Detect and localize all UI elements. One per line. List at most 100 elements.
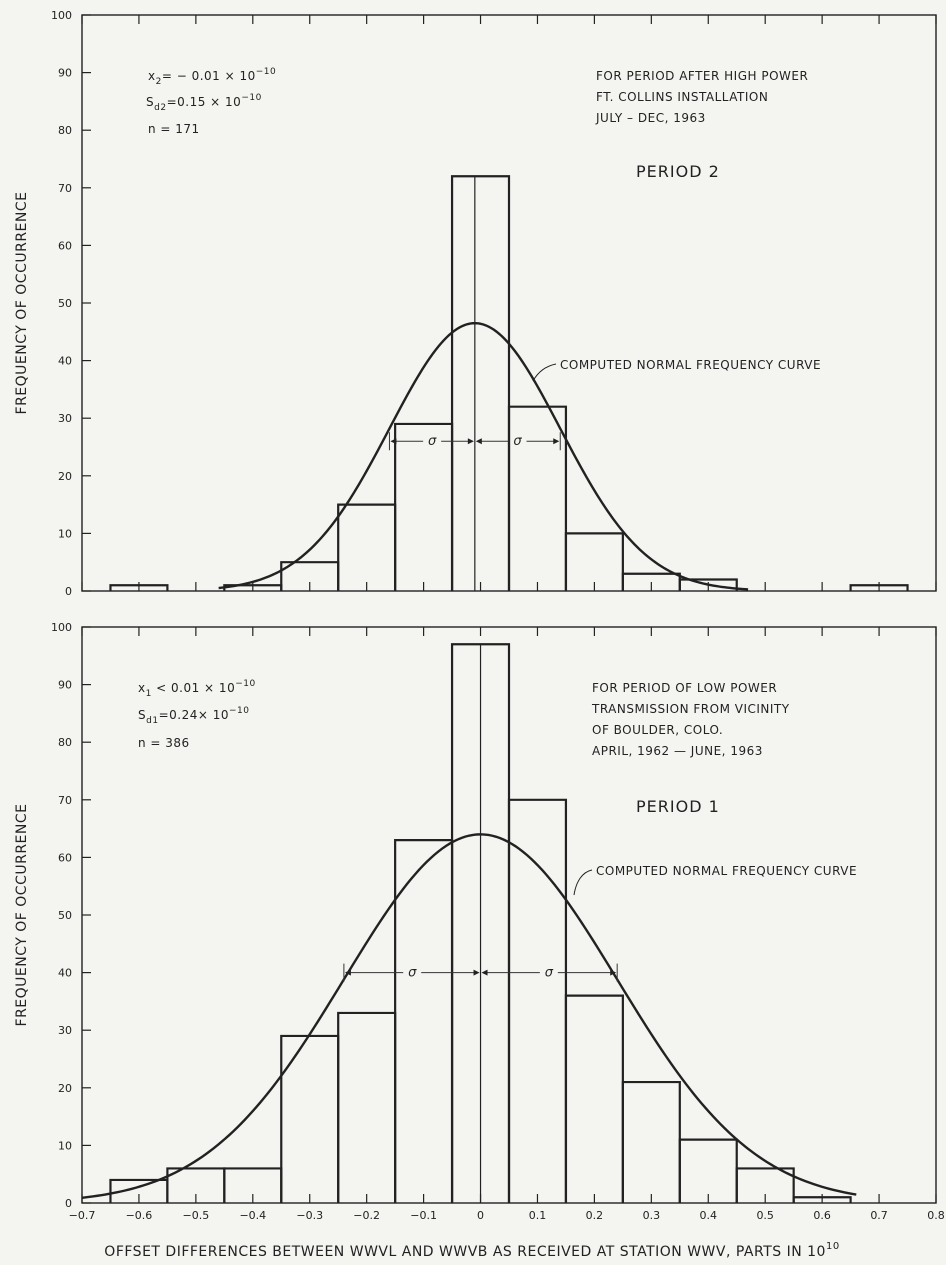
y-tick-label: 60 (58, 239, 72, 252)
sigma-arrowhead (610, 969, 617, 976)
y-tick-label: 0 (65, 585, 72, 598)
y-tick-label: 30 (58, 412, 72, 425)
histogram-bar (337, 503, 397, 591)
stat-sd-symbol: S (146, 95, 154, 109)
y-tick-label: 50 (58, 297, 72, 310)
note-line-1: FOR PERIOD OF LOW POWER (592, 681, 777, 695)
y-tick-label: 60 (58, 851, 72, 864)
x-axis-label: OFFSET DIFFERENCES BETWEEN WWVL AND WWVB… (104, 1241, 839, 1260)
histogram-bar (849, 584, 909, 591)
histogram-bar (678, 578, 738, 591)
histogram-bar (507, 798, 568, 1203)
x-tick-label: 0.5 (756, 1209, 774, 1222)
x-tick-label: 0.3 (643, 1209, 661, 1222)
x-tick-label: 0.4 (700, 1209, 718, 1222)
y-ticks: 0 10 20 30 40 50 60 70 80 90 100 (51, 9, 91, 598)
sigma-label: σ (428, 434, 437, 449)
curve-label: COMPUTED NORMAL FREQUENCY CURVE (560, 358, 821, 372)
stat-sd: Sd2=0.15 × 10−10 (146, 93, 262, 113)
sigma-label: σ (408, 966, 417, 981)
stat-mean-sub: 1 (146, 689, 152, 699)
y-tick-label: 50 (58, 909, 72, 922)
y-ticks: 0 10 20 30 40 50 60 70 80 90 100 (51, 621, 91, 1210)
histogram-bar (507, 405, 568, 591)
sigma-arrowhead (475, 438, 482, 445)
histogram-bar (394, 422, 454, 591)
x-tick-label: −0.2 (353, 1209, 380, 1222)
y-tick-label: 40 (58, 967, 72, 980)
y-tick-label: 10 (58, 527, 72, 540)
y-tick-label: 40 (58, 355, 72, 368)
y-tick-label: 20 (58, 1082, 72, 1095)
stat-mean-symbol: x (138, 681, 146, 695)
stat-sd-exp: −10 (229, 706, 250, 716)
note-line-3: OF BOULDER, COLO. (592, 723, 723, 737)
stat-sd-sub: d2 (154, 103, 166, 113)
normal-curve (81, 833, 857, 1199)
histogram-bar (564, 994, 624, 1203)
stat-sd-value: =0.24× 10 (159, 708, 229, 722)
curve-label: COMPUTED NORMAL FREQUENCY CURVE (596, 864, 857, 878)
note-line-1: FOR PERIOD AFTER HIGH POWER (596, 69, 808, 83)
stat-sd: Sd1=0.24× 10−10 (138, 706, 250, 726)
x-tick-label: −0.4 (239, 1209, 266, 1222)
y-tick-label: 20 (58, 470, 72, 483)
curve-label-leader (573, 869, 593, 896)
stat-n: n = 386 (138, 736, 190, 750)
stat-mean-value: < 0.01 × 10 (152, 681, 235, 695)
y-tick-label: 100 (51, 9, 72, 22)
sigma-label: σ (513, 434, 522, 449)
stat-mean-exp: −10 (256, 67, 277, 77)
histogram-bar (450, 175, 511, 591)
y-tick-label: 0 (65, 1197, 72, 1210)
x-tick-label: 0.8 (927, 1209, 945, 1222)
x-tick-label: −0.7 (69, 1209, 96, 1222)
y-axis-label: FREQUENCY OF OCCURRENCE (14, 192, 30, 415)
sigma-arrowhead (473, 969, 480, 976)
x-axis-label-text: OFFSET DIFFERENCES BETWEEN WWVL AND WWVB… (104, 1244, 826, 1260)
x-axis-label-exp: 10 (826, 1241, 840, 1252)
sigma-arrowhead (553, 438, 560, 445)
stat-sd-symbol: S (138, 708, 146, 722)
x-tick-label: −0.6 (126, 1209, 153, 1222)
histogram-bar (678, 1138, 738, 1203)
sigma-arrowhead (481, 969, 488, 976)
stat-sd-value: =0.15 × 10 (167, 95, 242, 109)
stat-mean: x1 < 0.01 × 10−10 (138, 679, 256, 699)
y-tick-label: 80 (58, 736, 72, 749)
sigma-arrowhead (344, 969, 351, 976)
sigma-label: σ (545, 966, 554, 981)
panel-title: PERIOD 1 (636, 797, 720, 816)
y-tick-label: 100 (51, 621, 72, 634)
stat-mean: x2= − 0.01 × 10−10 (148, 67, 276, 87)
sigma-arrowhead (467, 438, 474, 445)
histogram-bar (109, 584, 169, 591)
histogram-bar (280, 1034, 340, 1203)
x-tick-label: −0.5 (183, 1209, 210, 1222)
stat-n: n = 171 (148, 122, 200, 136)
x-tick-label: 0.6 (813, 1209, 831, 1222)
y-tick-label: 90 (58, 679, 72, 692)
x-ticks: −0.7 −0.6 −0.5 −0.4 −0.3 −0.2 −0.1 0 0.1 0.2 0.3 0.… (69, 627, 945, 1222)
note-line-4: APRIL, 1962 — JUNE, 1963 (592, 744, 763, 758)
stat-sd-exp: −10 (241, 93, 262, 103)
y-tick-label: 80 (58, 124, 72, 137)
note-line-2: TRANSMISSION FROM VICINITY (591, 702, 790, 716)
histogram-bar (621, 1080, 681, 1203)
histogram-bar (564, 532, 624, 591)
x-ticks (81, 15, 937, 591)
x-tick-label: 0.1 (529, 1209, 547, 1222)
note-line-3: JULY – DEC, 1963 (595, 111, 706, 125)
stat-sd-sub: d1 (146, 716, 158, 726)
panel-title: PERIOD 2 (636, 162, 720, 181)
x-tick-label: −0.3 (296, 1209, 323, 1222)
x-tick-label: 0.7 (870, 1209, 888, 1222)
stat-mean-symbol: x (148, 69, 156, 83)
x-tick-label: 0 (477, 1209, 484, 1222)
y-tick-label: 90 (58, 67, 72, 80)
stat-mean-value: = − 0.01 × 10 (162, 69, 256, 83)
x-tick-label: −0.1 (410, 1209, 437, 1222)
